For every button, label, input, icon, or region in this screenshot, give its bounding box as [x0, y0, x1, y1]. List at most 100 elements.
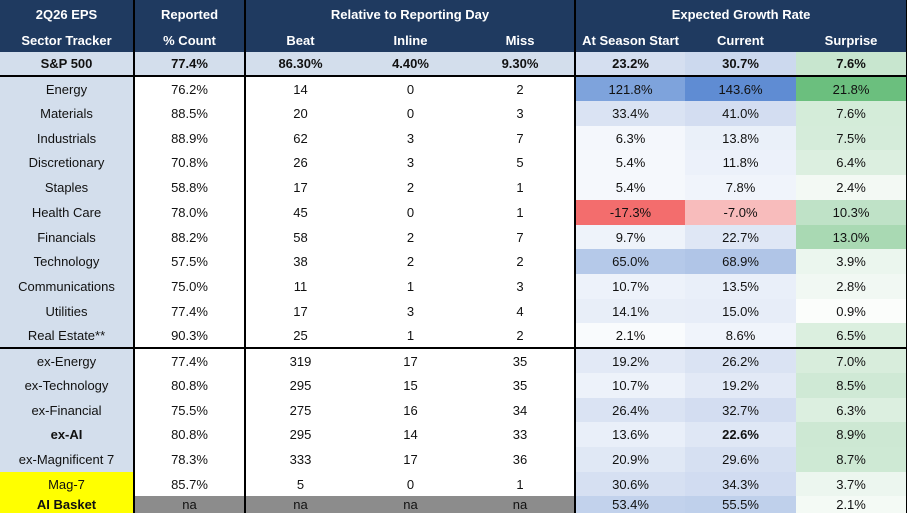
header-row-bottom: Sector Tracker % Count Beat Inline Miss …	[0, 29, 907, 52]
sector-row: Industrials 88.9% 62 3 7 6.3% 13.8% 7.5%	[0, 126, 907, 150]
current-growth-cell: 143.6%	[685, 75, 797, 101]
reported-pct-cell: 76.2%	[133, 75, 245, 101]
beat-header: Beat	[244, 29, 355, 52]
reported-pct-cell: 80.8%	[133, 422, 245, 447]
season-start-growth-cell: 19.2%	[574, 347, 686, 373]
current-header: Current	[685, 29, 797, 52]
current-growth-cell: 7.8%	[685, 175, 797, 200]
inline-cell: 14	[355, 422, 466, 447]
current-growth-cell: 26.2%	[685, 347, 797, 373]
current-growth-cell: 19.2%	[685, 373, 797, 398]
season-start-growth-cell: 33.4%	[574, 101, 686, 126]
current-growth-cell: 11.8%	[685, 150, 797, 175]
season-start-growth-cell: 5.4%	[574, 175, 686, 200]
sp500-row: S&P 500 77.4% 86.30% 4.40% 9.30% 23.2% 30.7% 7.…	[0, 52, 907, 76]
beat-cell: 333	[244, 447, 355, 472]
beat-cell: 45	[244, 200, 355, 225]
surprise-cell: 0.9%	[796, 299, 907, 323]
sector-name: ex-Energy	[0, 347, 134, 373]
surprise-cell: 8.9%	[796, 422, 907, 447]
current-growth-cell: 22.7%	[685, 225, 797, 249]
sector-name: Discretionary	[0, 150, 134, 175]
season-start-growth-cell: 13.6%	[574, 422, 686, 447]
season-start-growth-cell: 14.1%	[574, 299, 686, 323]
inline-cell: 2	[355, 175, 466, 200]
miss-header: Miss	[466, 29, 576, 52]
miss-cell: 36	[466, 447, 576, 472]
sector-name: Staples	[0, 175, 134, 200]
surprise-cell: 2.4%	[796, 175, 907, 200]
surprise-cell: 3.7%	[796, 472, 907, 496]
current-growth-cell: 13.8%	[685, 126, 797, 150]
inline-cell: 1	[355, 274, 466, 299]
sector-row: Discretionary 70.8% 26 3 5 5.4% 11.8% 6.4%	[0, 150, 907, 175]
inline-cell: 0	[355, 101, 466, 126]
sector-row: ex-Technology 80.8% 295 15 35 10.7% 19.2% 8.5%	[0, 373, 907, 398]
miss-cell: 2	[466, 249, 576, 274]
sector-row: Health Care 78.0% 45 0 1 -17.3% -7.0% 10.3%	[0, 200, 907, 225]
title-line2: Sector Tracker	[0, 29, 134, 52]
surprise-cell: 10.3%	[796, 200, 907, 225]
beat-cell: 20	[244, 101, 355, 126]
surprise-header: Surprise	[796, 29, 907, 52]
inline-cell: 2	[355, 249, 466, 274]
beat-cell: 5	[244, 472, 355, 496]
beat-cell: 295	[244, 422, 355, 447]
sector-row: Staples 58.8% 17 2 1 5.4% 7.8% 2.4%	[0, 175, 907, 200]
season-start-growth-cell: 30.6%	[574, 472, 686, 496]
sector-row: ex-AI 80.8% 295 14 33 13.6% 22.6% 8.9%	[0, 422, 907, 447]
current-growth-cell: -7.0%	[685, 200, 797, 225]
sector-row: Utilities 77.4% 17 3 4 14.1% 15.0% 0.9%	[0, 299, 907, 323]
reported-pct-cell: 75.5%	[133, 398, 245, 422]
reported-pct-cell: 58.8%	[133, 175, 245, 200]
growth-group-header: Expected Growth Rate	[574, 0, 907, 29]
surprise-cell: 3.9%	[796, 249, 907, 274]
relative-group-header: Relative to Reporting Day	[243, 0, 576, 29]
sector-row: ex-Magnificent 7 78.3% 333 17 36 20.9% 29.6% 8.…	[0, 447, 907, 472]
beat-cell: 25	[244, 323, 355, 348]
reported-pct-cell: 78.0%	[133, 200, 245, 225]
reported-pct-cell: 78.3%	[133, 447, 245, 472]
reported-pct-cell: 90.3%	[133, 323, 245, 348]
current-growth-cell: 22.6%	[685, 422, 797, 447]
miss-cell: 7	[466, 126, 576, 150]
reported-pct-cell: na	[133, 496, 245, 513]
inline-cell: 0	[355, 472, 466, 496]
reported-pct-cell: 88.2%	[133, 225, 245, 249]
season-start-growth-cell: 23.2%	[574, 52, 686, 76]
inline-cell: 3	[355, 126, 466, 150]
inline-cell: 2	[355, 225, 466, 249]
sector-name: Energy	[0, 75, 134, 101]
miss-cell: 2	[466, 323, 576, 348]
miss-cell: 34	[466, 398, 576, 422]
current-growth-cell: 32.7%	[685, 398, 797, 422]
miss-cell: 35	[466, 373, 576, 398]
beat-cell: 58	[244, 225, 355, 249]
beat-cell: 38	[244, 249, 355, 274]
current-growth-cell: 55.5%	[685, 496, 797, 513]
beat-cell: 275	[244, 398, 355, 422]
beat-cell: 14	[244, 75, 355, 101]
sector-row: ex-Financial 75.5% 275 16 34 26.4% 32.7% 6.3%	[0, 398, 907, 422]
sector-name: Utilities	[0, 299, 134, 323]
surprise-cell: 7.6%	[796, 52, 907, 76]
beat-cell: 295	[244, 373, 355, 398]
sector-name: ex-Magnificent 7	[0, 447, 134, 472]
beat-cell: 62	[244, 126, 355, 150]
miss-cell: 1	[466, 472, 576, 496]
current-growth-cell: 68.9%	[685, 249, 797, 274]
sector-row: AI Basket na na na na 53.4% 55.5% 2.1%	[0, 496, 907, 513]
miss-cell: 1	[466, 175, 576, 200]
sector-name: Communications	[0, 274, 134, 299]
reported-pct-cell: 80.8%	[133, 373, 245, 398]
miss-cell: 35	[466, 347, 576, 373]
miss-cell: 7	[466, 225, 576, 249]
surprise-cell: 6.4%	[796, 150, 907, 175]
surprise-cell: 2.8%	[796, 274, 907, 299]
season-start-growth-cell: 5.4%	[574, 150, 686, 175]
season-start-growth-cell: 6.3%	[574, 126, 686, 150]
sector-row: Mag-7 85.7% 5 0 1 30.6% 34.3% 3.7%	[0, 472, 907, 496]
surprise-cell: 8.7%	[796, 447, 907, 472]
surprise-cell: 21.8%	[796, 75, 907, 101]
inline-cell: 0	[355, 75, 466, 101]
